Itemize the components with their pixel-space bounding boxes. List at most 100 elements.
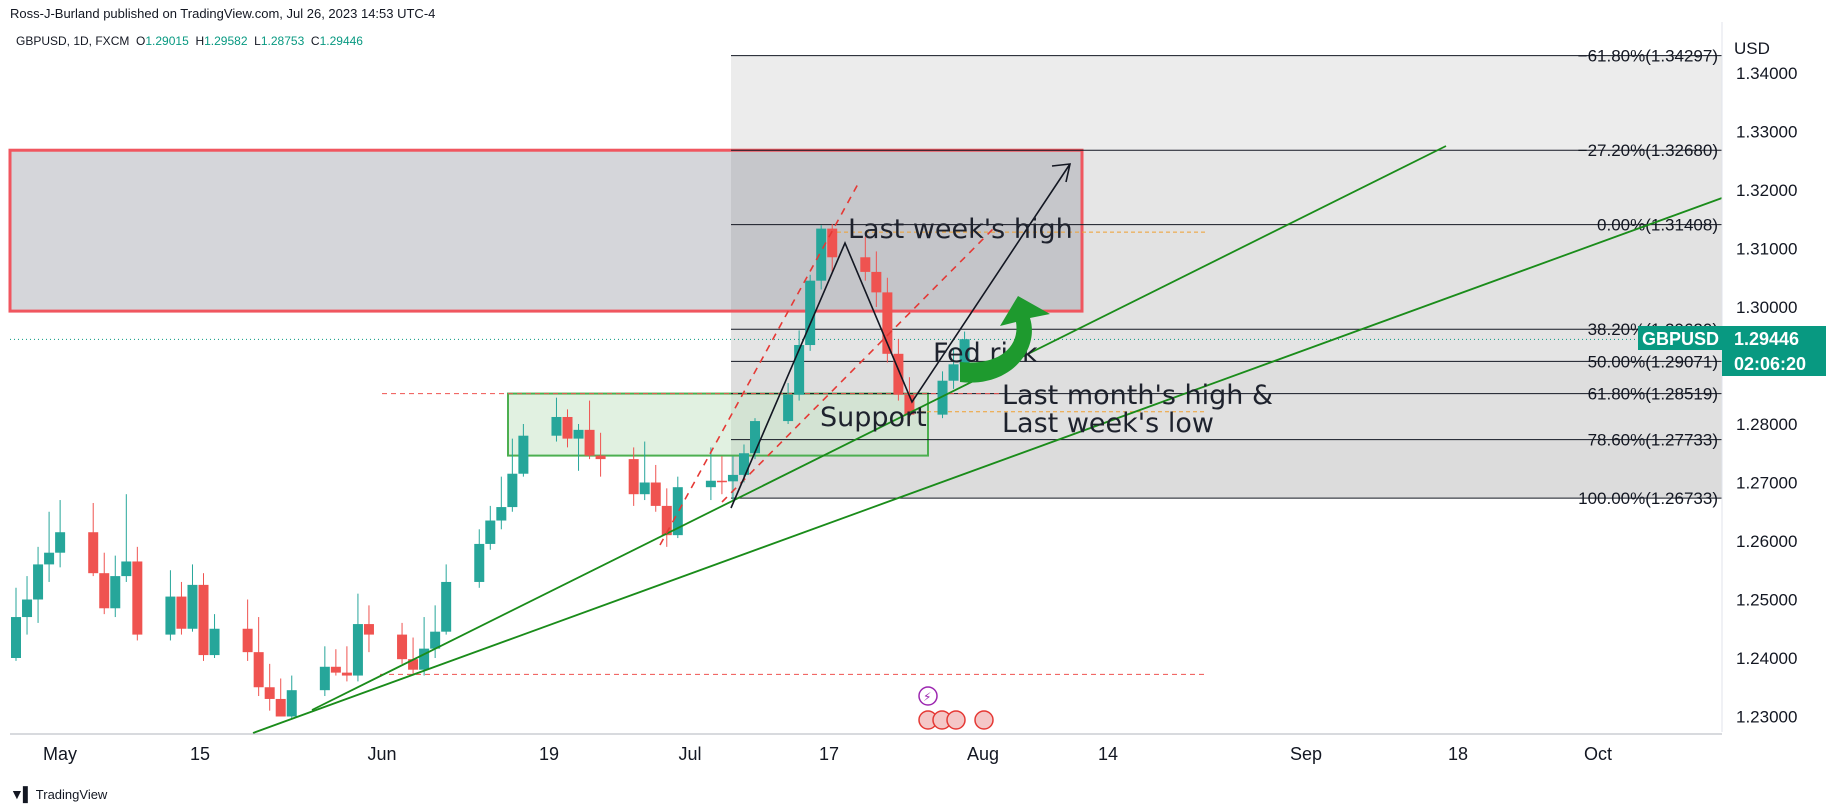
candle-body — [352, 624, 363, 676]
candle — [198, 573, 209, 661]
price-tick-label: 1.28000 — [1736, 415, 1797, 434]
candle — [860, 236, 871, 281]
candle-body — [816, 228, 827, 281]
lightning-glyph: ⚡ — [923, 690, 931, 704]
candle — [209, 614, 220, 658]
candle-body — [584, 429, 595, 456]
price-tick-label: 1.34000 — [1736, 64, 1797, 83]
currency-label: USD — [1734, 39, 1770, 58]
candle-body — [132, 561, 143, 635]
candle-body — [264, 687, 275, 699]
fib-label: 61.80%(1.28519) — [1588, 385, 1718, 404]
candle-body — [485, 520, 496, 544]
price-axis[interactable]: USD 1.34000 1.33000 1.32000 1.31000 1.30000 1… — [1721, 22, 1797, 732]
fib-retracement-background — [731, 55, 1722, 499]
open-label: O — [136, 34, 146, 48]
event-markers[interactable]: ⚡ — [918, 686, 994, 730]
trendline-upper[interactable] — [311, 145, 1447, 711]
tradingview-logo[interactable]: ▼▌ TradingView — [10, 786, 107, 802]
candle-body — [198, 584, 209, 656]
candle — [441, 564, 452, 635]
trendline-lower[interactable] — [252, 197, 1723, 734]
candle-body — [286, 690, 297, 717]
us-flag-icon[interactable] — [946, 710, 966, 730]
candle — [275, 678, 286, 717]
countdown-label: 02:06:20 — [1734, 354, 1806, 374]
candle — [937, 371, 948, 419]
candle-body — [661, 505, 672, 536]
support-zone[interactable] — [507, 392, 929, 457]
candle — [44, 511, 55, 582]
candle-body — [639, 482, 650, 495]
channel-line-upper[interactable] — [659, 183, 859, 546]
candle — [99, 552, 110, 615]
candle-body — [496, 507, 507, 521]
candle — [176, 581, 187, 635]
candle — [882, 277, 893, 363]
brand-label: TradingView — [35, 786, 108, 802]
candle-body — [959, 339, 970, 365]
date-tick-label: 15 — [190, 744, 210, 764]
candle — [783, 383, 794, 424]
fib-band — [731, 329, 1722, 362]
candle — [264, 663, 275, 711]
candle-body — [860, 257, 871, 272]
candle — [904, 377, 915, 424]
candle-body — [121, 561, 132, 577]
open-value: 1.29015 — [145, 34, 189, 48]
support-label: Support — [820, 402, 927, 433]
candle — [253, 617, 264, 697]
last-month-high-label: Last month's high & — [1002, 380, 1273, 411]
trendlines[interactable] — [252, 145, 1723, 734]
candlestick-series — [11, 223, 970, 720]
candle-body — [750, 421, 761, 454]
candle-body — [44, 552, 55, 565]
candle — [286, 675, 297, 720]
candle — [363, 605, 374, 653]
candle — [22, 576, 33, 635]
time-axis[interactable]: May 15 Jun 19 Jul 17 Aug 14 Sep 18 Oct — [10, 733, 1722, 764]
tradingview-mark-icon: ▼▌ — [10, 786, 33, 802]
candle-body — [55, 532, 66, 553]
us-flag-icon[interactable] — [974, 710, 994, 730]
symbol-label: GBPUSD, 1D, FXCM — [16, 34, 130, 48]
projection-path[interactable] — [730, 163, 1071, 509]
fib-band — [731, 150, 1722, 225]
fib-levels[interactable]: −61.80%(1.34297) −27.20%(1.32680) 0.00%(1.… — [731, 47, 1722, 508]
date-tick-label: Jul — [678, 744, 701, 764]
candle-body — [882, 292, 893, 354]
candle — [650, 464, 661, 512]
candle-body — [242, 628, 253, 653]
candle-body — [805, 280, 816, 346]
candle-body — [507, 473, 518, 508]
candle-body — [716, 480, 727, 483]
current-price-tag: GBPUSD 1.29446 02:06:20 — [1638, 326, 1826, 376]
price-tick-label: 1.30000 — [1736, 298, 1797, 317]
lightning-icon[interactable] — [918, 686, 938, 706]
candle-body — [330, 666, 341, 673]
candle-body — [551, 416, 562, 436]
fib-label: 100.00%(1.26733) — [1578, 489, 1718, 508]
candle — [110, 555, 121, 618]
candle-body — [88, 532, 99, 574]
candle — [121, 494, 132, 582]
symbol-ohlc-legend: GBPUSD, 1D, FXCM O1.29015 H1.29582 L1.28… — [16, 34, 363, 48]
annotations: Last week's high Fed risk Support Last m… — [820, 214, 1273, 439]
candle-body — [441, 581, 452, 632]
candle-body — [672, 487, 683, 536]
close-value: 1.29446 — [319, 34, 363, 48]
price-tick-label: 1.27000 — [1736, 474, 1797, 493]
candle — [551, 397, 562, 442]
price-tick-label: 1.31000 — [1736, 240, 1797, 259]
candle — [584, 400, 595, 460]
resistance-zone[interactable] — [8, 148, 1084, 313]
date-tick-label: Jun — [367, 744, 396, 764]
candle-body — [705, 480, 716, 488]
candle-body — [650, 482, 661, 506]
candle — [628, 447, 639, 506]
price-tick-label: 1.24000 — [1736, 649, 1797, 668]
candle — [330, 649, 341, 676]
candle-body — [794, 345, 805, 395]
candle-body — [827, 228, 838, 258]
